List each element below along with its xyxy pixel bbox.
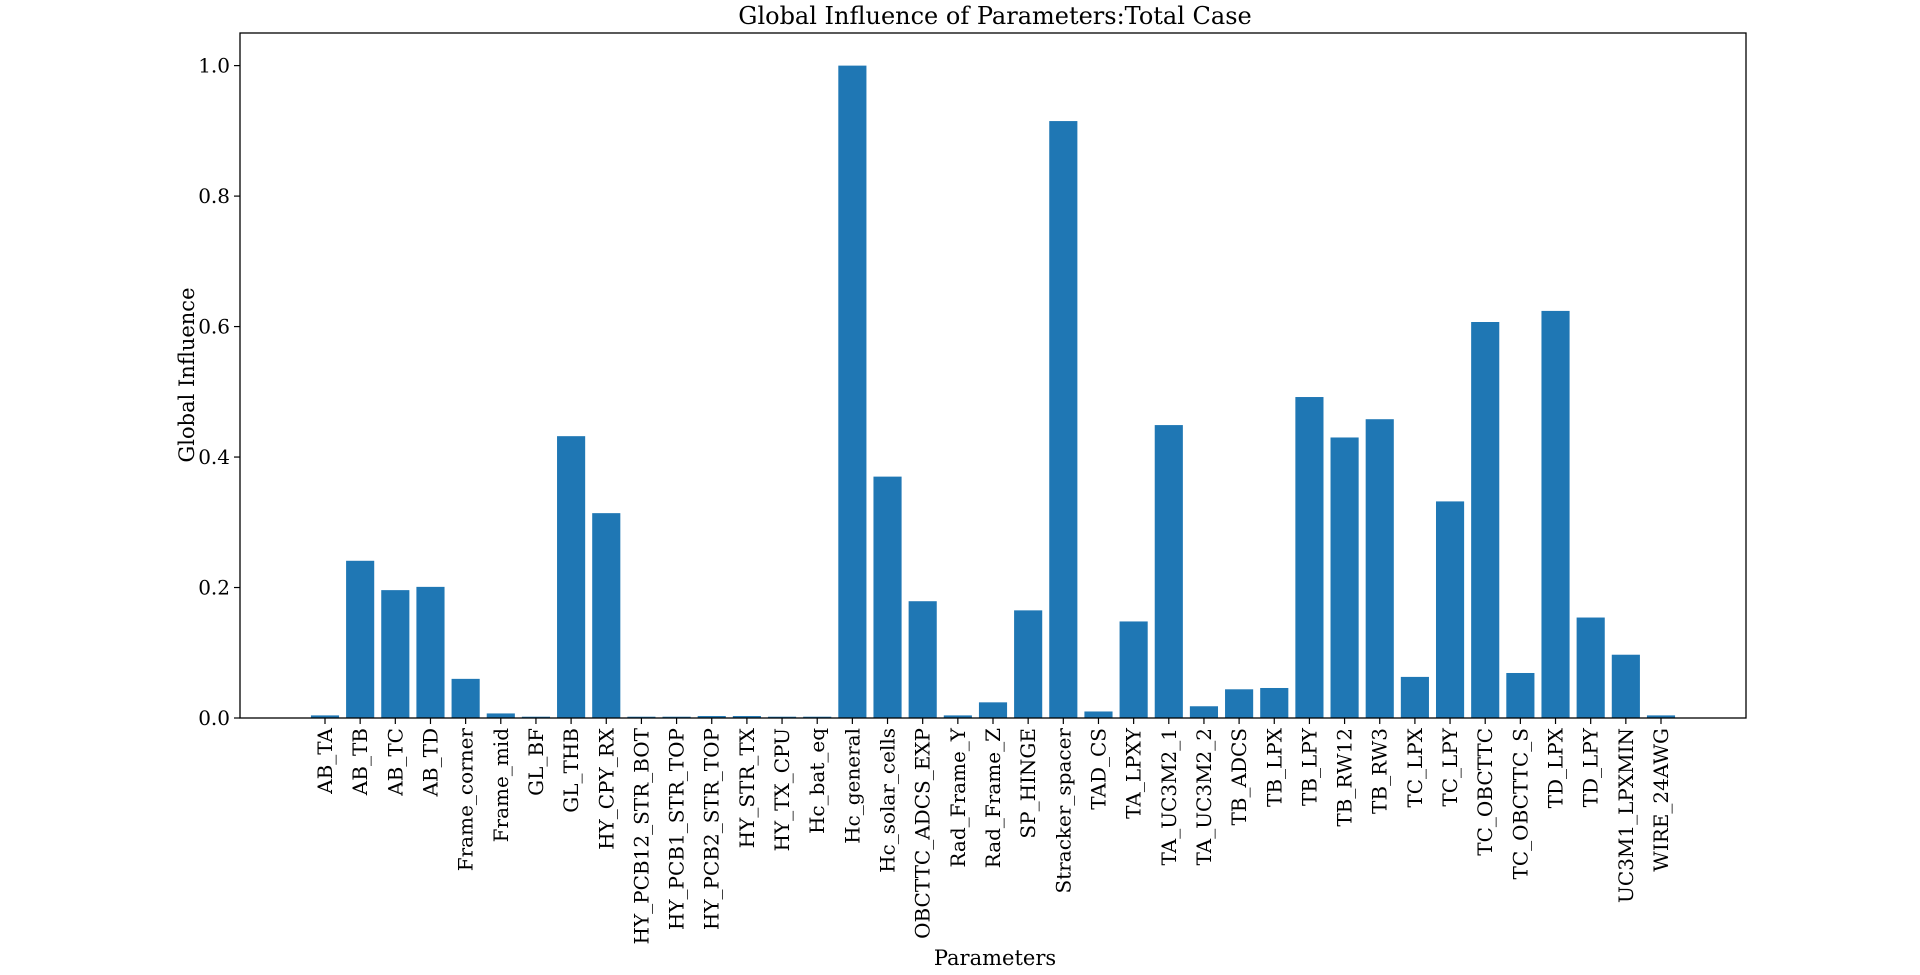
x-tick-label: TA_LPXY [1122, 727, 1146, 819]
x-tick-label: HY_STR_TX [735, 727, 759, 848]
x-tick-label: Rad_Frame_Z [981, 728, 1005, 868]
y-tick-label: 0.0 [198, 706, 230, 730]
bar-ta-lpxy [1119, 621, 1148, 718]
x-tick-label: HY_PCB12_STR_BOT [629, 727, 653, 944]
x-tick-label: TAD_CS [1086, 728, 1110, 810]
y-tick-label: 0.6 [198, 315, 230, 339]
bar-sp-hinge [1014, 610, 1043, 718]
chart-title: Global Influence of Parameters:Total Cas… [738, 2, 1251, 30]
bar-ab-tb [346, 560, 375, 718]
x-tick-label: UC3M1_LPXMIN [1614, 728, 1638, 903]
bar-gl-thb [557, 436, 586, 718]
plot-frame [239, 32, 1747, 719]
x-tick-label: Hc_bat_eq [805, 728, 829, 834]
bar-tb-adcs [1225, 689, 1254, 718]
x-tick-label: TC_OBCTTC [1473, 728, 1497, 856]
bar-hy-pcb12-str-bot [627, 716, 656, 718]
x-tick-label: TB_RW3 [1368, 728, 1392, 814]
bar-rad-frame-y [943, 715, 972, 718]
bars-group [310, 65, 1676, 719]
x-tick-label: HY_CPY_RX [594, 727, 618, 850]
x-tick-label: AB_TB [348, 728, 372, 796]
x-tick-label: HY_PCB2_STR_TOP [700, 728, 724, 930]
bar-ta-uc3m2-1 [1154, 425, 1183, 718]
y-axis: 0.0 0.2 0.4 0.6 0.8 1.0 [198, 54, 240, 730]
bar-tb-lpy [1295, 397, 1324, 718]
x-tick-label: TC_OBCTTC_S [1508, 728, 1532, 879]
x-tick-label: TB_LPX [1262, 727, 1286, 807]
x-axis-label: Parameters [934, 946, 1056, 970]
x-tick-label: TA_UC3M2_1 [1157, 728, 1181, 866]
x-tick-label: Frame_mid [489, 728, 513, 843]
bar-ta-uc3m2-2 [1189, 706, 1219, 718]
bar-frame-corner [451, 678, 480, 718]
bar-stracker-spacer [1049, 121, 1078, 718]
bar-tad-cs [1084, 711, 1113, 718]
bar-ab-td [416, 586, 445, 718]
bar-tb-rw3 [1365, 419, 1394, 718]
x-tick-label: GL_BF [524, 728, 548, 796]
bar-tb-rw12 [1330, 437, 1359, 718]
x-tick-label: AB_TC [383, 728, 407, 797]
x-tick-label: WIRE_24AWG [1649, 728, 1673, 872]
y-tick-label: 0.2 [198, 576, 230, 600]
x-axis: AB_TA AB_TB AB_TC AB_TD Frame_corner Frame_mi… [313, 718, 1673, 944]
bar-rad-frame-z [978, 702, 1008, 718]
bar-ab-ta [310, 715, 340, 718]
bar-frame-mid [486, 713, 515, 718]
x-tick-label: Stracker_spacer [1051, 728, 1075, 894]
x-tick-label: SP_HINGE [1016, 728, 1040, 839]
x-tick-label: Hc_general [840, 728, 864, 844]
x-tick-label: AB_TA [313, 727, 337, 794]
y-axis-label: Global Influence [175, 288, 199, 463]
bar-wire-24awg [1646, 715, 1676, 718]
y-tick-label: 0.8 [198, 184, 230, 208]
x-tick-label: TB_LPY [1297, 727, 1321, 806]
bar-hy-cpy-rx [592, 513, 621, 718]
bar-hc-solar-cells [873, 476, 902, 718]
bar-hy-tx-cpu [767, 716, 797, 718]
x-tick-label: Rad_Frame_Y [946, 727, 970, 867]
bar-obcttc-adcs-exp [908, 601, 937, 718]
x-tick-label: TC_LPX [1403, 727, 1427, 807]
bar-tb-lpx [1260, 687, 1289, 718]
bar-tc-lpx [1400, 676, 1429, 718]
bar-hc-bat-eq [803, 716, 832, 718]
x-tick-label: Frame_corner [454, 728, 478, 872]
x-tick-label: TB_ADCS [1227, 728, 1251, 826]
x-tick-label: TD_LPY [1579, 727, 1603, 807]
bar-tc-obcttc-s [1506, 672, 1535, 718]
y-tick-label: 1.0 [198, 54, 230, 78]
bar-td-lpx [1541, 310, 1570, 718]
x-tick-label: AB_TD [418, 728, 442, 798]
x-tick-label: HY_PCB1_STR_TOP [665, 728, 689, 930]
x-tick-label: TD_LPX [1544, 727, 1568, 808]
bar-tc-lpy [1435, 501, 1465, 718]
bar-hc-general [838, 65, 867, 719]
bar-gl-bf [521, 716, 551, 718]
bar-hy-pcb1-str-top [662, 716, 691, 718]
bar-tc-obcttc [1471, 322, 1500, 718]
x-tick-label: TB_RW12 [1333, 728, 1357, 827]
x-tick-label: HY_TX_CPU [770, 728, 794, 852]
bar-hy-str-tx [732, 716, 761, 718]
x-tick-label: TA_UC3M2_2 [1192, 728, 1216, 866]
bar-ab-tc [381, 590, 410, 718]
x-tick-label: TC_LPY [1438, 727, 1462, 806]
bar-hy-pcb2-str-top [697, 716, 726, 718]
y-tick-label: 0.4 [198, 445, 230, 469]
x-tick-label: GL_THB [559, 728, 583, 813]
bar-uc3m1-lpxmin [1611, 654, 1640, 718]
x-tick-label: OBCTTC_ADCS_EXP [911, 728, 935, 939]
bar-td-lpy [1576, 617, 1605, 718]
x-tick-label: Hc_solar_cells [876, 728, 900, 873]
